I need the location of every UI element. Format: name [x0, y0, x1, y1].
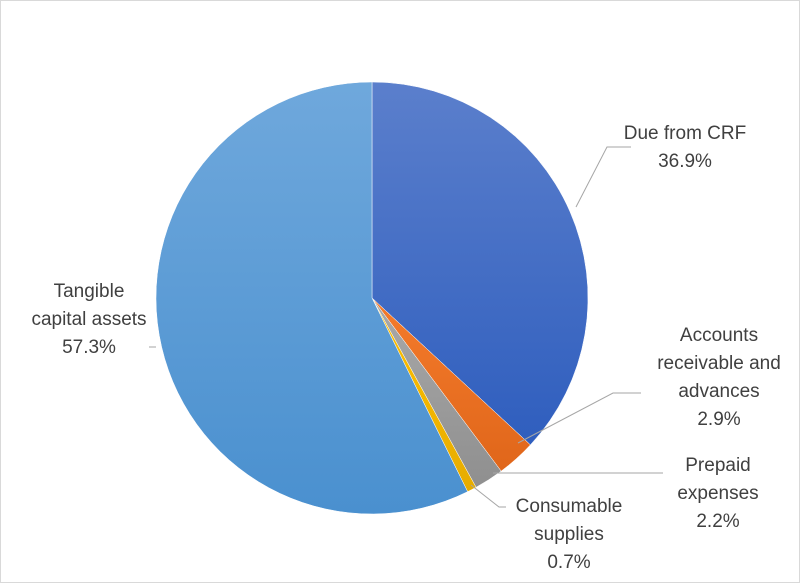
data-label-line: 2.9% [697, 409, 740, 430]
labels-layer: Due from CRF 36.9% Accounts receivable and a… [31, 123, 780, 573]
data-label-line: Tangible [54, 281, 125, 302]
data-label-line: 0.7% [547, 552, 590, 573]
data-label-line: receivable and [657, 353, 781, 374]
data-label-line: Consumable [516, 496, 623, 517]
data-label-line: Accounts [680, 325, 758, 346]
leader-line-consumable-supplies [470, 484, 506, 508]
data-label-tangible-capital-assets: Tangible capital assets 57.3% [31, 281, 146, 358]
data-label-accounts-receivable: Accounts receivable and advances 2.9% [657, 325, 781, 430]
data-label-line: 2.2% [696, 511, 739, 532]
pie-slice-due-from-crf [371, 81, 589, 446]
leader-line-due-from-crf [575, 146, 631, 208]
pie-slice-tangible-capital-assets [155, 81, 468, 515]
data-label-line: expenses [677, 483, 758, 504]
data-label-line: advances [678, 381, 759, 402]
data-label-consumable-supplies: Consumable supplies 0.7% [516, 496, 623, 573]
data-label-line: 57.3% [62, 337, 116, 358]
data-label-line: Prepaid [685, 455, 751, 476]
data-label-line: Due from CRF [624, 123, 746, 144]
data-label-line: capital assets [31, 309, 146, 330]
data-label-line: supplies [534, 524, 604, 545]
data-label-due-from-crf: Due from CRF 36.9% [624, 123, 746, 172]
slices-layer [155, 81, 589, 515]
data-label-prepaid-expenses: Prepaid expenses 2.2% [677, 455, 758, 532]
leader-lines-layer [149, 146, 663, 508]
leader-line-accounts-receivable [517, 392, 641, 444]
data-label-line: 36.9% [658, 151, 712, 172]
